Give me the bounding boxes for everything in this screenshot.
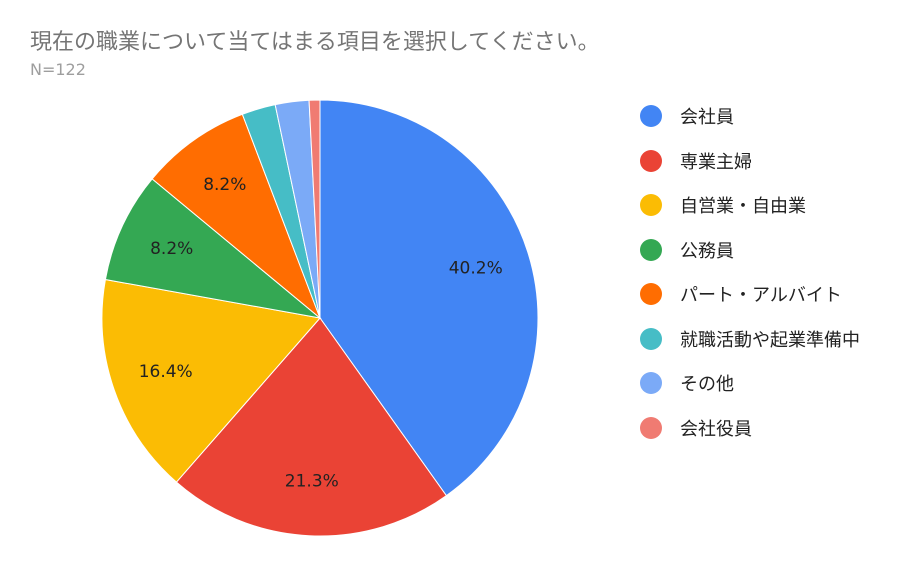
pie-slice-7 (308, 99, 321, 319)
pie-slice-3 (104, 178, 322, 319)
legend-swatch-4 (640, 283, 662, 306)
legend-item-1: 専業主婦 (640, 139, 860, 184)
legend-label-4: パート・アルバイト (680, 285, 842, 307)
chart-subtitle: N=122 (30, 60, 86, 79)
slice-data-label-1: 21.3% (285, 471, 339, 491)
pie-slice-0 (319, 99, 539, 497)
legend-item-6: その他 (640, 361, 860, 406)
legend-swatch-6 (640, 372, 662, 395)
legend-item-4: パート・アルバイト (640, 272, 860, 317)
pie-slice-2 (101, 278, 321, 483)
legend-label-6: その他 (680, 374, 734, 396)
legend-swatch-7 (640, 416, 662, 439)
legend-swatch-2 (640, 194, 662, 217)
legend-label-3: 公務員 (680, 240, 734, 262)
legend-item-5: 就職活動や起業準備中 (640, 317, 860, 362)
legend-item-3: 公務員 (640, 228, 860, 273)
slice-data-label-2: 16.4% (139, 362, 193, 382)
legend-label-7: 会社役員 (680, 418, 752, 440)
slice-data-label-4: 8.2% (203, 175, 246, 195)
slice-data-label-0: 40.2% (449, 258, 503, 278)
legend-item-7: 会社役員 (640, 406, 860, 451)
legend: 会社員専業主婦自営業・自由業 公務員パート・アルバイト 就職活動や起業準備中 その他会… (640, 94, 860, 450)
legend-swatch-0 (640, 105, 662, 128)
legend-swatch-3 (640, 238, 662, 261)
legend-item-2: 自営業・自由業 (640, 183, 860, 228)
pie-slice-1 (175, 317, 448, 537)
legend-label-2: 自営業・自由業 (680, 196, 806, 218)
legend-label-1: 専業主婦 (680, 151, 752, 173)
legend-swatch-1 (640, 149, 662, 172)
chart-title: 現在の職業について当てはまる項目を選択してください。 (30, 30, 600, 55)
legend-item-0: 会社員 (640, 94, 860, 139)
pie-slice-4 (151, 113, 322, 320)
slice-data-label-3: 8.2% (150, 239, 193, 259)
legend-swatch-5 (640, 327, 662, 350)
legend-label-0: 会社員 (680, 107, 734, 129)
legend-label-5: 就職活動や起業準備中 (680, 329, 860, 351)
